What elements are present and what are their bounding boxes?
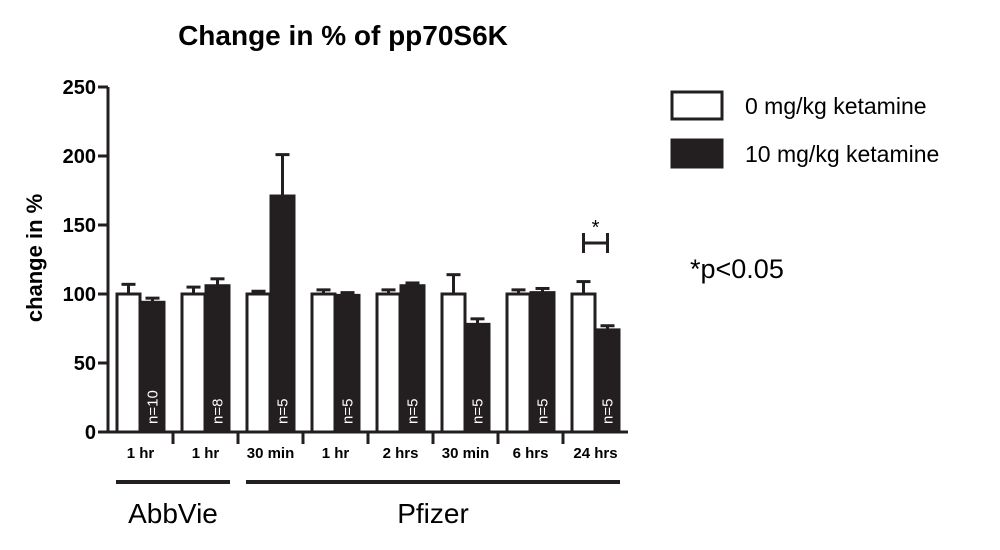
x-tick-label: 6 hrs <box>513 445 549 462</box>
n-label: n=5 <box>275 399 292 424</box>
group-label: Pfizer <box>397 498 469 529</box>
n-label: n=5 <box>600 399 617 424</box>
bar-10mg <box>334 293 361 434</box>
x-tick-label: 24 hrs <box>573 445 617 462</box>
bars: n=10 n=10 n=8 n=8 n=3 n=5 n=3 n=5 n=3 n=5 n=5 n=5 n=… <box>115 153 621 434</box>
n-label: n=8 <box>210 399 227 424</box>
y-tick-label: 150 <box>63 215 96 237</box>
x-tick-label: 2 hrs <box>383 445 419 462</box>
y-tick-label: 200 <box>63 146 96 168</box>
legend-label-0mg: 0 mg/kg ketamine <box>745 93 927 119</box>
bar-10mg <box>529 291 556 434</box>
bar-10mg <box>399 284 426 434</box>
bar-10mg <box>139 300 166 434</box>
n-label: n=5 <box>446 399 463 424</box>
y-tick-label: 50 <box>74 353 96 375</box>
x-tick-label: 30 min <box>247 445 295 462</box>
y-ticks: 0 50 100 150 200 250 <box>63 77 108 444</box>
legend: 0 mg/kg ketamine 10 mg/kg ketamine <box>670 90 939 169</box>
n-label: n=10 <box>121 390 138 424</box>
bar-10mg <box>269 194 296 434</box>
legend-swatch-0mg <box>670 90 724 121</box>
y-axis-label: change in % <box>22 194 47 322</box>
group-label: AbbVie <box>128 498 218 529</box>
significance-marker: * <box>582 217 609 253</box>
n-label: n=5 <box>405 399 422 424</box>
bar-10mg <box>594 328 621 434</box>
x-tick-label: 1 hr <box>192 445 220 462</box>
significance-star: * <box>592 217 600 239</box>
legend-swatch-10mg <box>670 138 724 169</box>
x-tick-label: 1 hr <box>127 445 155 462</box>
bar-10mg <box>204 284 231 434</box>
n-label: n=5 <box>576 399 593 424</box>
n-label: n=3 <box>381 399 398 424</box>
n-label: n=3 <box>251 399 268 424</box>
x-tick-label: 30 min <box>442 445 490 462</box>
group-brackets: AbbVie Pfizer <box>116 480 620 529</box>
y-tick-label: 250 <box>63 77 96 99</box>
n-label: n=5 <box>535 399 552 424</box>
n-label: n=8 <box>186 399 203 424</box>
y-tick-label: 0 <box>85 422 96 444</box>
bar-10mg <box>464 322 491 434</box>
n-label: n=5 <box>470 399 487 424</box>
n-label: n=10 <box>145 390 162 424</box>
legend-label-10mg: 10 mg/kg ketamine <box>745 141 939 167</box>
x-tick-label: 1 hr <box>322 445 350 462</box>
x-ticks: 1 hr 1 hr 30 min 1 hr 2 hrs 30 min 6 hrs 24 hrs <box>127 432 618 462</box>
significance-note: *p<0.05 <box>690 254 784 284</box>
n-label: n=5 <box>340 399 357 424</box>
n-label: n=3 <box>316 399 333 424</box>
y-tick-label: 100 <box>63 284 96 306</box>
chart-title: Change in % of pp70S6K <box>178 20 508 51</box>
n-label: n=5 <box>511 399 528 424</box>
